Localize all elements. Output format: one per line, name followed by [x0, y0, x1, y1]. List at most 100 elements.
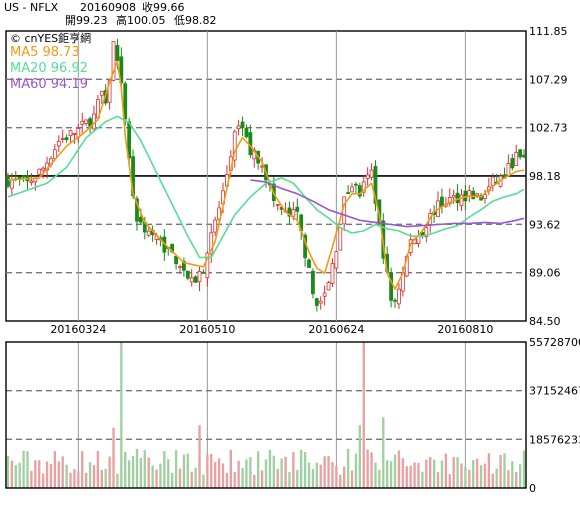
volume-bar — [518, 464, 522, 488]
volume-bar — [167, 459, 170, 488]
candle-up — [318, 300, 323, 304]
date-label: 20160510 — [179, 323, 235, 336]
candle-up — [322, 292, 327, 297]
candle-up — [506, 163, 511, 176]
candle-down — [287, 207, 292, 217]
volume-bar — [264, 459, 268, 488]
candle-down — [193, 276, 198, 283]
volume-bar — [456, 457, 459, 488]
volume-bar — [131, 455, 135, 488]
candle-down — [389, 272, 393, 301]
volume-bar — [460, 463, 463, 488]
volume-bar — [84, 472, 88, 488]
volume-bar — [405, 466, 408, 488]
candle-down — [139, 216, 143, 223]
candle-up — [60, 138, 65, 140]
candle-down — [357, 185, 362, 197]
volume-bar — [88, 462, 92, 488]
volume-bar — [65, 464, 68, 488]
candle-up — [365, 174, 370, 179]
volume-bar — [280, 458, 283, 488]
volume-bar — [116, 473, 119, 488]
volume-bar — [186, 453, 189, 488]
price-axis-labels: 111.85 107.29 102.73 98.18 93.62 89.06 84.50 — [529, 25, 568, 328]
volume-bar — [272, 455, 275, 488]
volume-bar — [307, 462, 311, 488]
volume-bar — [511, 461, 514, 488]
volume-bar — [292, 452, 295, 488]
date-label: 20160324 — [50, 323, 106, 336]
volume-bar — [104, 469, 107, 488]
volume-bar — [382, 417, 385, 488]
volume-bar — [77, 471, 80, 488]
volume-bar — [229, 449, 232, 488]
volume-bar — [389, 461, 393, 488]
volume-bar — [120, 342, 123, 488]
candle-up — [197, 271, 202, 283]
candle-down — [174, 255, 178, 265]
volume-bar — [452, 457, 455, 488]
volume-bar — [303, 452, 307, 488]
candle-up — [80, 120, 85, 125]
volume-bar — [432, 459, 436, 488]
candle-up — [350, 186, 354, 193]
volume-bar — [268, 449, 272, 488]
candle-down — [64, 137, 69, 141]
moving-average-lines — [7, 60, 525, 290]
volume-bar — [327, 455, 330, 488]
volume-bar — [124, 451, 127, 488]
volume-bar — [323, 456, 326, 488]
volume-bar — [143, 450, 146, 488]
volume-bar — [22, 450, 25, 488]
candle-down — [440, 196, 444, 207]
candle-down — [115, 45, 120, 62]
candle-up — [490, 176, 495, 186]
volume-bar — [41, 473, 45, 488]
candle-down — [248, 132, 253, 156]
candle-down — [127, 121, 132, 159]
header-low: 低98.82 — [174, 14, 217, 27]
candle-down — [311, 270, 315, 295]
volume-bar — [468, 469, 471, 488]
volume-tick-label: 18576233 — [529, 433, 580, 446]
candle-up — [209, 232, 214, 255]
volume-bar — [112, 427, 115, 488]
volume-bar — [260, 470, 264, 488]
volume-bar — [284, 456, 287, 488]
candle-down — [88, 118, 92, 127]
volume-bar — [151, 465, 154, 488]
volume-bar — [288, 472, 291, 488]
candle-down — [185, 270, 190, 279]
volume-bar — [417, 462, 420, 488]
volume-bar — [343, 466, 346, 488]
volume-bar — [202, 474, 205, 488]
volume-bars — [6, 342, 526, 488]
volume-bar — [53, 451, 57, 488]
volume-bar — [444, 453, 448, 488]
candle-down — [201, 271, 206, 274]
volume-bar — [495, 468, 498, 488]
volume-bar — [253, 474, 256, 488]
price-tick-label: 93.62 — [529, 218, 561, 231]
volume-bar — [487, 453, 491, 488]
candle-down — [471, 190, 476, 200]
candle-down — [307, 259, 311, 268]
volume-bar — [221, 463, 225, 488]
candle-up — [37, 168, 42, 175]
candle-up — [84, 119, 89, 125]
date-axis-labels: 20160324 20160510 20160624 20160810 — [50, 323, 493, 336]
date-label: 20160810 — [437, 323, 493, 336]
volume-bar — [401, 458, 405, 488]
volume-bar — [38, 460, 41, 488]
volume-bar — [319, 464, 322, 488]
candle-up — [397, 288, 401, 305]
volume-bar — [10, 460, 14, 488]
candle-up — [369, 169, 374, 178]
candle-up — [361, 181, 366, 193]
volume-bar — [159, 463, 162, 488]
candle-up — [56, 140, 61, 147]
volume-bar — [464, 466, 467, 488]
volume-bar — [315, 462, 318, 488]
